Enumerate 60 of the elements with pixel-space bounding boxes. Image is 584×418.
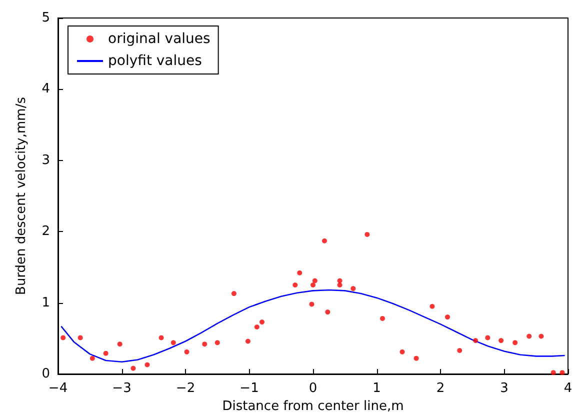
point	[90, 356, 95, 361]
point	[364, 232, 370, 237]
point	[214, 340, 220, 346]
point	[550, 370, 556, 376]
point	[60, 335, 66, 340]
point	[538, 334, 544, 339]
x-tick-label: 0	[308, 381, 318, 396]
x-tick-label: 2	[436, 381, 445, 396]
x-axis-title: Distance from center line,m	[222, 398, 404, 414]
x-tick-label: 3	[500, 381, 508, 396]
point	[322, 238, 327, 244]
y-tick-label: 5	[42, 10, 50, 26]
y-tick-label: 0	[42, 366, 50, 382]
point	[310, 282, 316, 288]
line-series	[60, 289, 566, 363]
x-tick-label: −1	[240, 381, 259, 396]
point	[254, 324, 260, 330]
point	[400, 349, 405, 354]
point	[526, 334, 532, 339]
point	[498, 338, 504, 344]
x-tick-label: −3	[112, 381, 132, 396]
y-tick-label: 1	[42, 295, 50, 310]
point	[512, 340, 518, 346]
point	[170, 340, 176, 346]
point	[117, 342, 122, 347]
point	[560, 370, 565, 376]
point	[260, 320, 264, 325]
x-tick-label: 4	[564, 381, 572, 396]
y-tick-label: 2	[42, 224, 50, 240]
legend-label: original values	[108, 31, 210, 47]
point	[350, 286, 356, 292]
point	[414, 356, 419, 361]
point	[485, 335, 490, 340]
point	[337, 282, 342, 288]
point	[309, 302, 314, 307]
point	[457, 348, 462, 354]
point	[312, 278, 318, 284]
x-tick-label: −2	[176, 381, 196, 396]
point	[130, 366, 136, 371]
x-tick-label: −4	[48, 381, 68, 396]
point	[184, 349, 190, 354]
point	[202, 342, 208, 347]
point	[292, 282, 298, 288]
point	[103, 350, 108, 356]
point	[380, 316, 385, 321]
point	[245, 338, 250, 344]
y-tick-label: 3	[42, 152, 50, 168]
point	[144, 362, 150, 368]
point	[78, 335, 83, 340]
point	[430, 304, 435, 309]
point	[325, 310, 330, 315]
legend-label: polyfit values	[108, 53, 202, 69]
point	[297, 270, 302, 276]
point	[231, 291, 236, 296]
point	[158, 335, 164, 340]
point	[445, 314, 450, 320]
y-axis-title: Burden descent velocity,mm/s	[14, 96, 29, 295]
y-tick-label: 4	[42, 82, 50, 97]
point	[473, 338, 478, 344]
x-tick-label: 1	[372, 381, 381, 396]
